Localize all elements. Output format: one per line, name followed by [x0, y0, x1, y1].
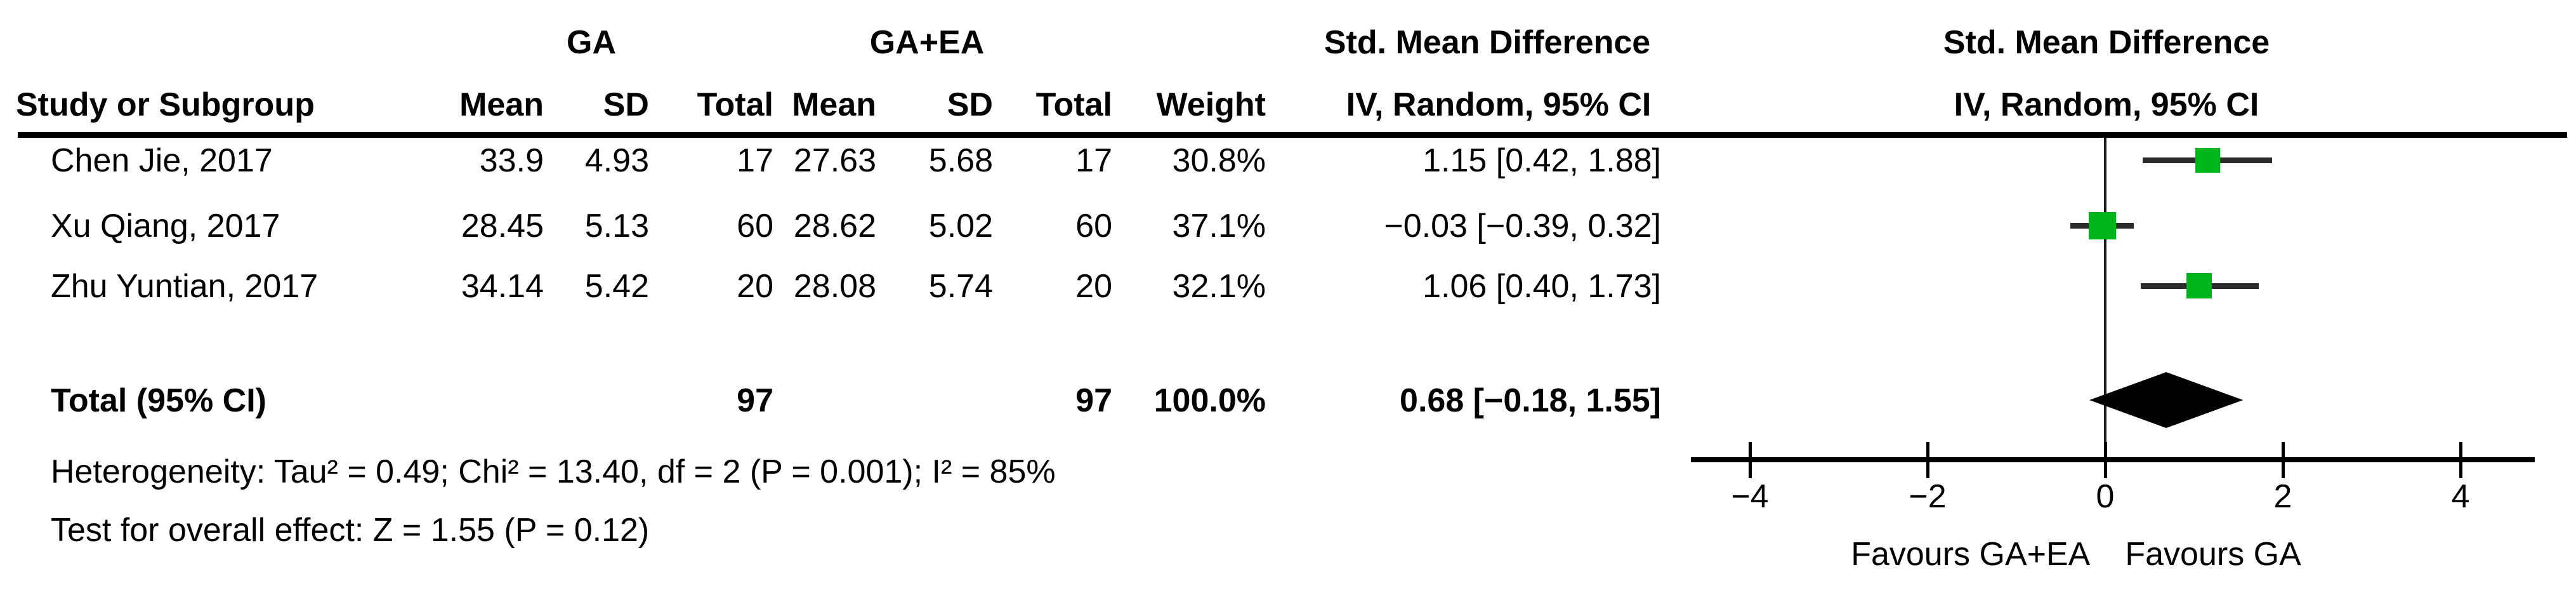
col-header-total-g2: Total — [1035, 86, 1112, 123]
plot-header-line1: Std. Mean Difference — [1943, 24, 2270, 61]
table-cell: 5.13 — [584, 208, 649, 244]
favours-left-label: Favours GA+EA — [1851, 536, 2091, 573]
col-header-study: Study or Subgroup — [16, 86, 315, 123]
table-cell-smd: −0.03 [−0.39, 0.32] — [1384, 208, 1661, 244]
axis-tick — [2104, 442, 2107, 478]
total-row-weight: 100.0% — [1153, 382, 1266, 419]
total-row-n-g2: 97 — [1075, 382, 1112, 419]
table-cell: 28.62 — [793, 208, 876, 244]
table-cell: 20 — [1075, 268, 1112, 305]
axis-tick-label: −2 — [1909, 478, 1947, 515]
table-row-study-name: Zhu Yuntian, 2017 — [51, 268, 319, 305]
col-header-sd-g1: SD — [603, 86, 649, 123]
overall-effect-text: Test for overall effect: Z = 1.55 (P = 0… — [51, 512, 650, 549]
total-row-smd: 0.68 [−0.18, 1.55] — [1400, 382, 1661, 419]
table-cell: 28.08 — [793, 268, 876, 305]
col-header-mean-g1: Mean — [459, 86, 544, 123]
heterogeneity-text: Heterogeneity: Tau² = 0.49; Chi² = 13.40… — [51, 453, 1056, 490]
table-cell: 4.93 — [584, 142, 649, 179]
table-cell: 5.42 — [584, 268, 649, 305]
col-header-mean-g2: Mean — [792, 86, 876, 123]
table-cell-smd: 1.15 [0.42, 1.88] — [1423, 142, 1661, 179]
x-axis-line — [1691, 457, 2535, 462]
table-cell: 27.63 — [793, 142, 876, 179]
group2-header: GA+EA — [869, 24, 985, 61]
group1-header: GA — [567, 24, 616, 61]
zero-effect-line — [2104, 138, 2106, 460]
table-cell: 28.45 — [461, 208, 544, 244]
axis-tick — [2459, 442, 2462, 478]
table-cell: 30.8% — [1172, 142, 1266, 179]
table-cell: 60 — [737, 208, 773, 244]
axis-tick — [2282, 442, 2285, 478]
table-cell-smd: 1.06 [0.40, 1.73] — [1423, 268, 1661, 305]
table-cell: 5.68 — [928, 142, 993, 179]
plot-header-line2: IV, Random, 95% CI — [1954, 86, 2259, 123]
study-point-marker — [2195, 147, 2220, 173]
axis-direction-labels: Favours GA+EA Favours GA — [1759, 537, 2393, 572]
table-cell: 33.9 — [479, 142, 544, 179]
table-cell: 17 — [1075, 142, 1112, 179]
table-cell: 5.02 — [928, 208, 993, 244]
axis-tick — [1926, 442, 1929, 478]
axis-tick-label: 4 — [2451, 478, 2470, 515]
axis-tick — [1749, 442, 1752, 478]
table-row-study-name: Chen Jie, 2017 — [51, 142, 273, 179]
axis-tick-label: 0 — [2096, 478, 2115, 515]
total-row-n-g1: 97 — [737, 382, 773, 419]
table-cell: 32.1% — [1172, 268, 1266, 305]
study-point-marker — [2186, 273, 2212, 298]
smd-column-header-line1: Std. Mean Difference — [1324, 24, 1651, 61]
smd-column-header-line2: IV, Random, 95% CI — [1346, 86, 1652, 123]
axis-tick-label: 2 — [2273, 478, 2292, 515]
table-cell: 20 — [737, 268, 773, 305]
header-separator-line — [18, 132, 2567, 138]
axis-tick-label: −4 — [1731, 478, 1769, 515]
summary-diamond — [2089, 372, 2243, 428]
col-header-total-g1: Total — [697, 86, 773, 123]
col-header-weight: Weight — [1156, 86, 1266, 123]
table-row-study-name: Xu Qiang, 2017 — [51, 208, 280, 244]
table-cell: 34.14 — [461, 268, 544, 305]
col-header-sd-g2: SD — [947, 86, 993, 123]
study-point-marker — [2089, 211, 2117, 239]
table-cell: 5.74 — [928, 268, 993, 305]
total-row-label: Total (95% CI) — [51, 382, 266, 419]
favours-right-label: Favours GA — [2125, 536, 2301, 573]
table-cell: 37.1% — [1172, 208, 1266, 244]
table-cell: 17 — [737, 142, 773, 179]
table-cell: 60 — [1075, 208, 1112, 244]
